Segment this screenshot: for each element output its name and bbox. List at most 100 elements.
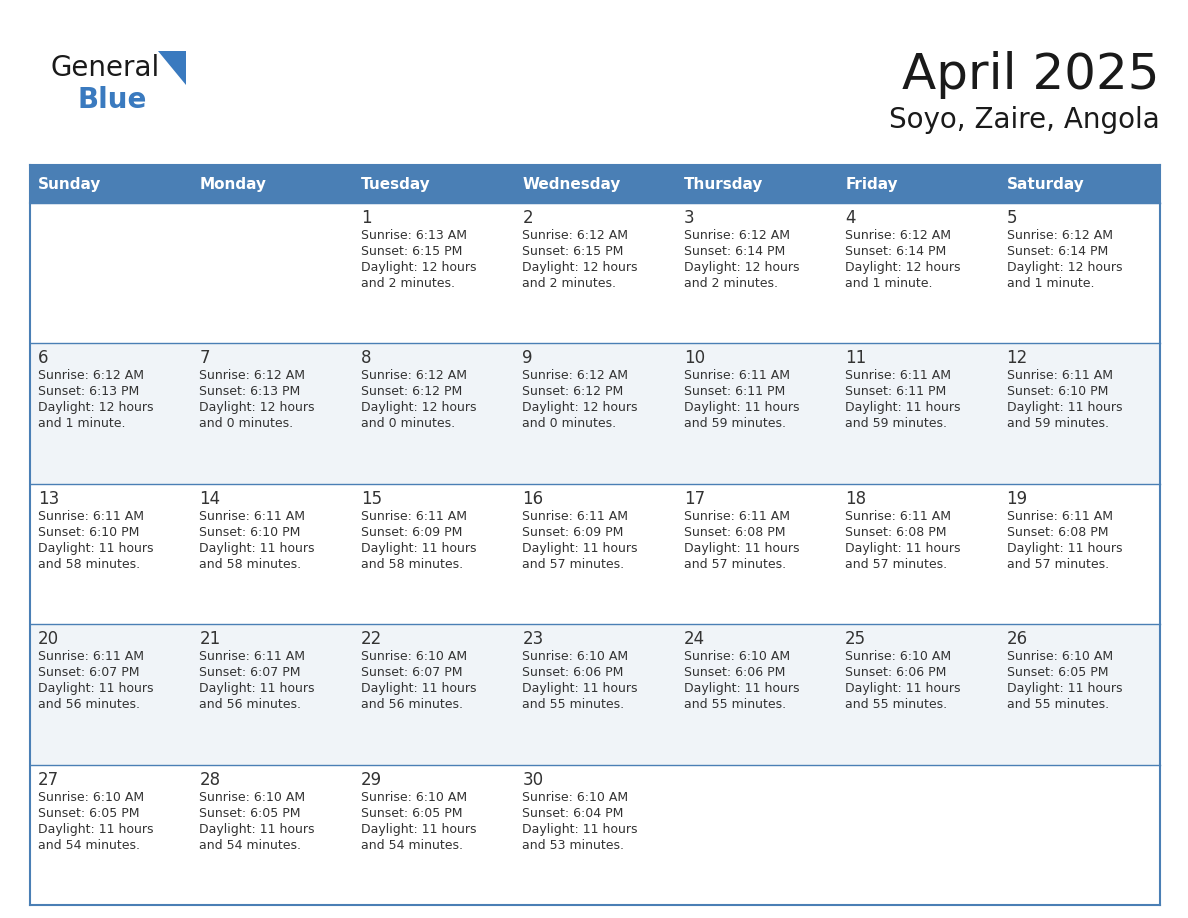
Text: Daylight: 11 hours: Daylight: 11 hours [361,682,476,695]
Text: and 59 minutes.: and 59 minutes. [845,418,947,431]
Text: and 54 minutes.: and 54 minutes. [38,839,140,852]
Text: Sunset: 6:07 PM: Sunset: 6:07 PM [361,666,462,679]
Text: Sunset: 6:14 PM: Sunset: 6:14 PM [1006,245,1108,258]
Text: 9: 9 [523,350,532,367]
Text: Sunrise: 6:11 AM: Sunrise: 6:11 AM [200,650,305,663]
Text: and 56 minutes.: and 56 minutes. [361,699,463,711]
Text: and 57 minutes.: and 57 minutes. [1006,558,1108,571]
Text: Soyo, Zaire, Angola: Soyo, Zaire, Angola [890,106,1159,134]
Text: Daylight: 11 hours: Daylight: 11 hours [200,542,315,554]
Text: Sunrise: 6:11 AM: Sunrise: 6:11 AM [684,509,790,522]
Text: and 2 minutes.: and 2 minutes. [684,277,778,290]
Text: Daylight: 12 hours: Daylight: 12 hours [361,401,476,414]
Text: and 56 minutes.: and 56 minutes. [38,699,140,711]
Text: Sunset: 6:09 PM: Sunset: 6:09 PM [523,526,624,539]
Text: Sunrise: 6:11 AM: Sunrise: 6:11 AM [361,509,467,522]
Bar [838,165,999,203]
Text: Daylight: 11 hours: Daylight: 11 hours [523,542,638,554]
Text: Daylight: 12 hours: Daylight: 12 hours [523,261,638,274]
Text: Daylight: 11 hours: Daylight: 11 hours [684,682,800,695]
Text: Sunrise: 6:11 AM: Sunrise: 6:11 AM [523,509,628,522]
Text: 15: 15 [361,490,383,508]
Text: Sunrise: 6:10 AM: Sunrise: 6:10 AM [684,650,790,663]
Bar [30,165,191,203]
Text: Sunrise: 6:11 AM: Sunrise: 6:11 AM [845,369,952,383]
Text: Sunrise: 6:10 AM: Sunrise: 6:10 AM [523,790,628,803]
Text: Sunrise: 6:11 AM: Sunrise: 6:11 AM [684,369,790,383]
Text: Sunset: 6:14 PM: Sunset: 6:14 PM [684,245,785,258]
Bar [353,165,514,203]
Text: Daylight: 12 hours: Daylight: 12 hours [523,401,638,414]
Text: Daylight: 11 hours: Daylight: 11 hours [361,542,476,554]
Text: 12: 12 [1006,350,1028,367]
Text: Daylight: 11 hours: Daylight: 11 hours [200,823,315,835]
Text: Sunset: 6:07 PM: Sunset: 6:07 PM [38,666,139,679]
Text: Sunset: 6:10 PM: Sunset: 6:10 PM [200,526,301,539]
Text: Daylight: 11 hours: Daylight: 11 hours [845,542,961,554]
Text: Saturday: Saturday [1006,176,1085,192]
Text: Daylight: 12 hours: Daylight: 12 hours [845,261,961,274]
Text: and 59 minutes.: and 59 minutes. [1006,418,1108,431]
Text: Daylight: 11 hours: Daylight: 11 hours [1006,542,1123,554]
Text: Daylight: 11 hours: Daylight: 11 hours [684,542,800,554]
Text: Sunset: 6:05 PM: Sunset: 6:05 PM [200,807,301,820]
Text: Sunrise: 6:12 AM: Sunrise: 6:12 AM [38,369,144,383]
Text: and 55 minutes.: and 55 minutes. [523,699,625,711]
Text: Sunrise: 6:11 AM: Sunrise: 6:11 AM [1006,509,1113,522]
Text: Daylight: 12 hours: Daylight: 12 hours [200,401,315,414]
Bar [514,165,676,203]
Text: Sunrise: 6:10 AM: Sunrise: 6:10 AM [38,790,144,803]
Text: Sunset: 6:04 PM: Sunset: 6:04 PM [523,807,624,820]
Text: 8: 8 [361,350,372,367]
Text: 17: 17 [684,490,704,508]
Bar [30,203,1159,343]
Text: Tuesday: Tuesday [361,176,430,192]
Text: Sunrise: 6:11 AM: Sunrise: 6:11 AM [200,509,305,522]
Text: and 1 minute.: and 1 minute. [845,277,933,290]
Text: 29: 29 [361,770,383,789]
Text: Wednesday: Wednesday [523,176,620,192]
Text: Daylight: 11 hours: Daylight: 11 hours [1006,682,1123,695]
Text: 13: 13 [38,490,59,508]
Text: and 58 minutes.: and 58 minutes. [200,558,302,571]
Text: Daylight: 11 hours: Daylight: 11 hours [200,682,315,695]
Text: Sunset: 6:13 PM: Sunset: 6:13 PM [38,386,139,398]
Text: Sunrise: 6:11 AM: Sunrise: 6:11 AM [38,509,144,522]
Bar [30,484,1159,624]
Text: 2: 2 [523,209,533,227]
Text: and 53 minutes.: and 53 minutes. [523,839,624,852]
Text: 14: 14 [200,490,221,508]
Text: 3: 3 [684,209,694,227]
Text: Daylight: 11 hours: Daylight: 11 hours [38,542,153,554]
Text: and 0 minutes.: and 0 minutes. [361,418,455,431]
Text: Sunday: Sunday [38,176,101,192]
Text: Daylight: 11 hours: Daylight: 11 hours [523,823,638,835]
Text: and 58 minutes.: and 58 minutes. [38,558,140,571]
Text: Daylight: 12 hours: Daylight: 12 hours [361,261,476,274]
Text: 27: 27 [38,770,59,789]
Text: Sunrise: 6:12 AM: Sunrise: 6:12 AM [361,369,467,383]
Text: Sunrise: 6:10 AM: Sunrise: 6:10 AM [523,650,628,663]
Text: and 0 minutes.: and 0 minutes. [200,418,293,431]
Text: Sunset: 6:06 PM: Sunset: 6:06 PM [845,666,947,679]
Text: 5: 5 [1006,209,1017,227]
Text: 4: 4 [845,209,855,227]
Polygon shape [158,51,187,85]
Text: Sunset: 6:09 PM: Sunset: 6:09 PM [361,526,462,539]
Text: 6: 6 [38,350,49,367]
Bar [30,343,1159,484]
Text: and 56 minutes.: and 56 minutes. [200,699,302,711]
Text: and 2 minutes.: and 2 minutes. [523,277,617,290]
Text: Daylight: 11 hours: Daylight: 11 hours [38,823,153,835]
Text: Sunrise: 6:12 AM: Sunrise: 6:12 AM [845,229,952,242]
Text: Sunrise: 6:11 AM: Sunrise: 6:11 AM [845,509,952,522]
Text: Sunset: 6:10 PM: Sunset: 6:10 PM [38,526,139,539]
Text: 24: 24 [684,630,704,648]
Text: Sunrise: 6:12 AM: Sunrise: 6:12 AM [523,229,628,242]
Text: Sunrise: 6:11 AM: Sunrise: 6:11 AM [1006,369,1113,383]
Bar [676,165,838,203]
Text: Daylight: 12 hours: Daylight: 12 hours [684,261,800,274]
Text: Friday: Friday [845,176,898,192]
Text: and 57 minutes.: and 57 minutes. [523,558,625,571]
Text: Sunset: 6:14 PM: Sunset: 6:14 PM [845,245,947,258]
